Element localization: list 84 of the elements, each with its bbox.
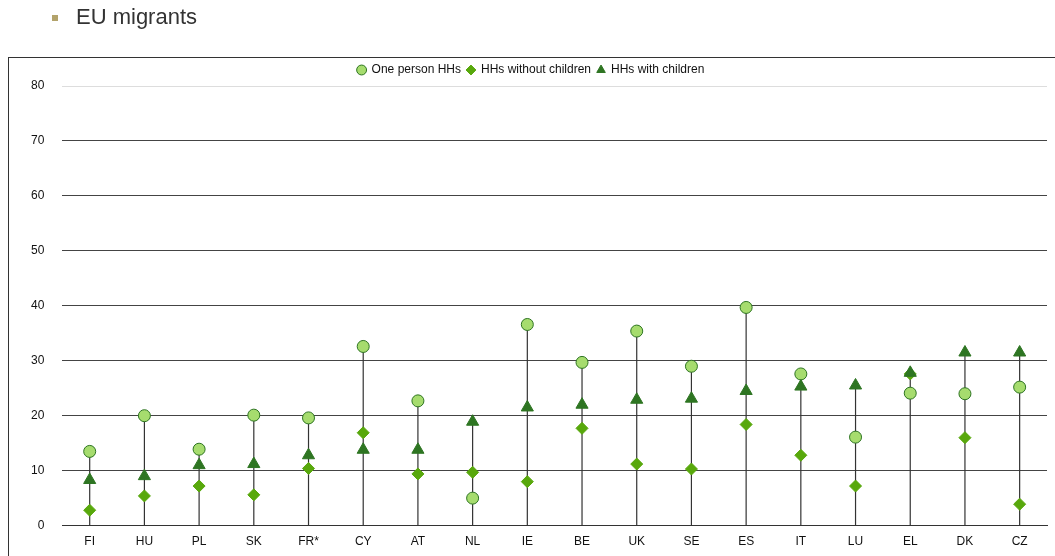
point bbox=[466, 491, 480, 505]
point bbox=[137, 489, 151, 503]
x-tick-label: FR* bbox=[298, 534, 320, 549]
x-tick-label: BE bbox=[574, 534, 591, 549]
x-tick-label: SE bbox=[683, 534, 700, 549]
point bbox=[192, 457, 206, 470]
point bbox=[684, 391, 698, 403]
legend-label: HHs with children bbox=[611, 62, 705, 77]
point bbox=[575, 421, 589, 435]
point bbox=[302, 411, 316, 425]
x-tick-label: CZ bbox=[1011, 534, 1028, 549]
point bbox=[684, 359, 698, 373]
x-tick-label: NL bbox=[464, 534, 481, 549]
point bbox=[411, 467, 425, 481]
x-tick-label: HU bbox=[135, 534, 154, 549]
point bbox=[83, 444, 97, 458]
point bbox=[247, 408, 261, 422]
point bbox=[903, 386, 917, 400]
x-tick-label: PL bbox=[191, 534, 207, 549]
y-tick-label: 50 bbox=[30, 243, 45, 258]
point bbox=[302, 461, 316, 475]
point bbox=[630, 324, 644, 338]
point bbox=[794, 448, 808, 462]
point bbox=[83, 472, 97, 484]
point bbox=[849, 430, 863, 444]
point bbox=[1013, 380, 1027, 394]
x-tick-label: IE bbox=[521, 534, 533, 549]
point bbox=[1013, 345, 1027, 357]
point bbox=[466, 465, 480, 479]
point bbox=[247, 488, 261, 502]
x-tick-label: IT bbox=[795, 534, 807, 549]
point bbox=[794, 379, 808, 391]
y-tick-label: 0 bbox=[37, 517, 45, 532]
y-tick-label: 20 bbox=[30, 408, 45, 423]
point bbox=[192, 479, 206, 493]
point bbox=[356, 339, 370, 353]
point bbox=[247, 456, 261, 469]
point bbox=[848, 377, 863, 390]
x-tick-label: DK bbox=[956, 534, 974, 549]
point bbox=[630, 457, 644, 471]
x-tick-label: UK bbox=[628, 534, 646, 549]
point bbox=[192, 442, 206, 456]
point bbox=[739, 417, 753, 431]
point bbox=[794, 367, 808, 381]
x-tick-label: CY bbox=[354, 534, 372, 549]
point bbox=[411, 442, 425, 454]
point bbox=[630, 392, 644, 404]
point bbox=[1013, 497, 1027, 511]
legend-label: HHs without children bbox=[480, 62, 592, 77]
point bbox=[466, 414, 480, 426]
point bbox=[356, 426, 370, 440]
point bbox=[575, 355, 589, 369]
point bbox=[520, 399, 534, 412]
y-tick-label: 80 bbox=[30, 78, 45, 93]
point bbox=[739, 300, 753, 314]
point bbox=[137, 409, 151, 423]
legend-label: One person HHs bbox=[371, 62, 461, 77]
x-tick-label: AT bbox=[410, 534, 426, 549]
point bbox=[137, 468, 151, 481]
point bbox=[575, 397, 589, 409]
point bbox=[739, 383, 753, 395]
x-tick-label: SK bbox=[245, 534, 262, 549]
y-tick-label: 60 bbox=[30, 188, 45, 203]
y-tick-label: 30 bbox=[30, 353, 45, 368]
point bbox=[849, 479, 863, 493]
point bbox=[684, 462, 698, 476]
point bbox=[83, 503, 97, 517]
point bbox=[411, 394, 425, 408]
x-tick-label: LU bbox=[847, 534, 864, 549]
point bbox=[958, 387, 972, 401]
point bbox=[903, 365, 917, 377]
point bbox=[958, 345, 972, 357]
y-tick-label: 70 bbox=[30, 133, 45, 148]
point bbox=[301, 447, 316, 460]
point bbox=[356, 442, 370, 454]
y-tick-label: 40 bbox=[30, 298, 45, 313]
point bbox=[520, 317, 534, 331]
x-tick-label: FI bbox=[84, 534, 96, 549]
point bbox=[520, 475, 534, 489]
x-tick-label: EL bbox=[902, 534, 918, 549]
chart-title: EU migrants bbox=[76, 4, 198, 30]
y-tick-label: 10 bbox=[30, 462, 45, 477]
x-tick-label: ES bbox=[738, 534, 755, 549]
point bbox=[958, 431, 972, 445]
